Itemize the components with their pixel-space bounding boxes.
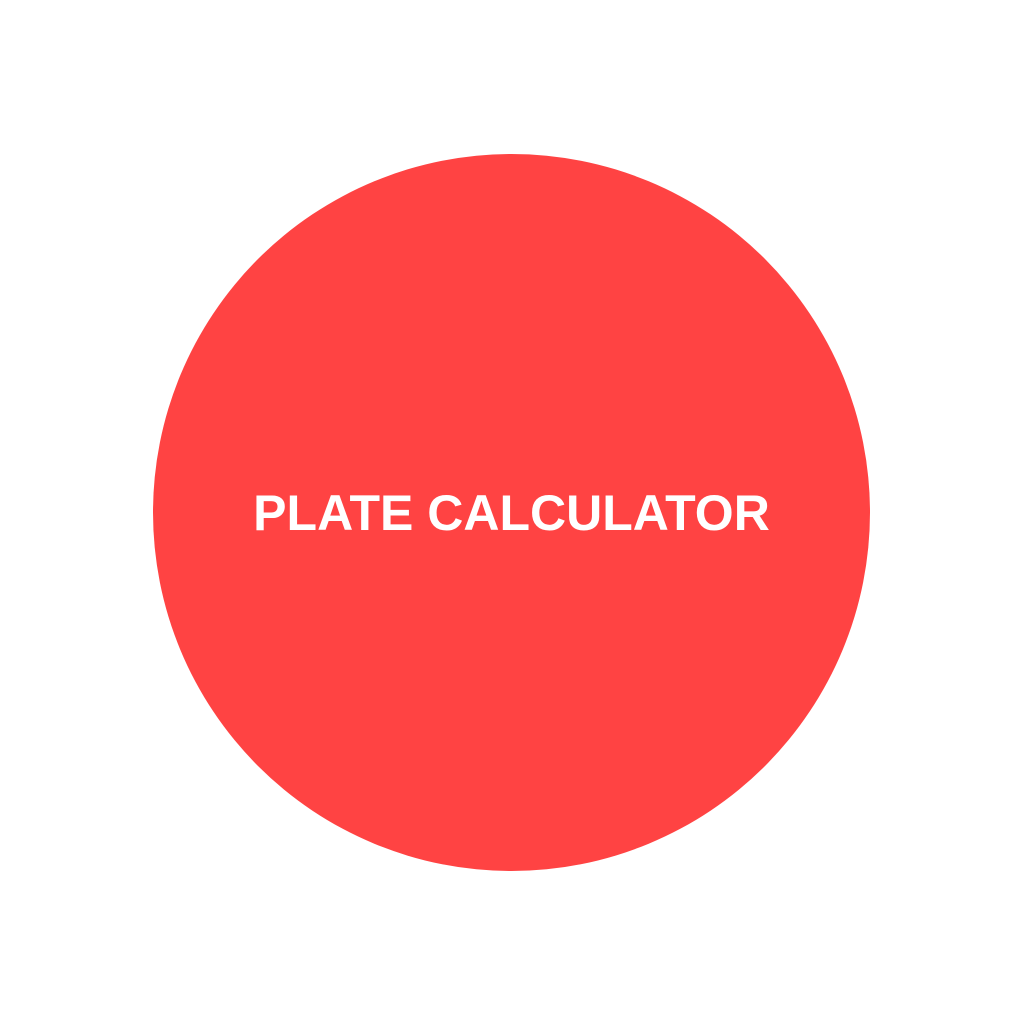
logo-title: PLATE CALCULATOR — [253, 484, 770, 541]
logo-circle: PLATE CALCULATOR — [153, 154, 870, 871]
